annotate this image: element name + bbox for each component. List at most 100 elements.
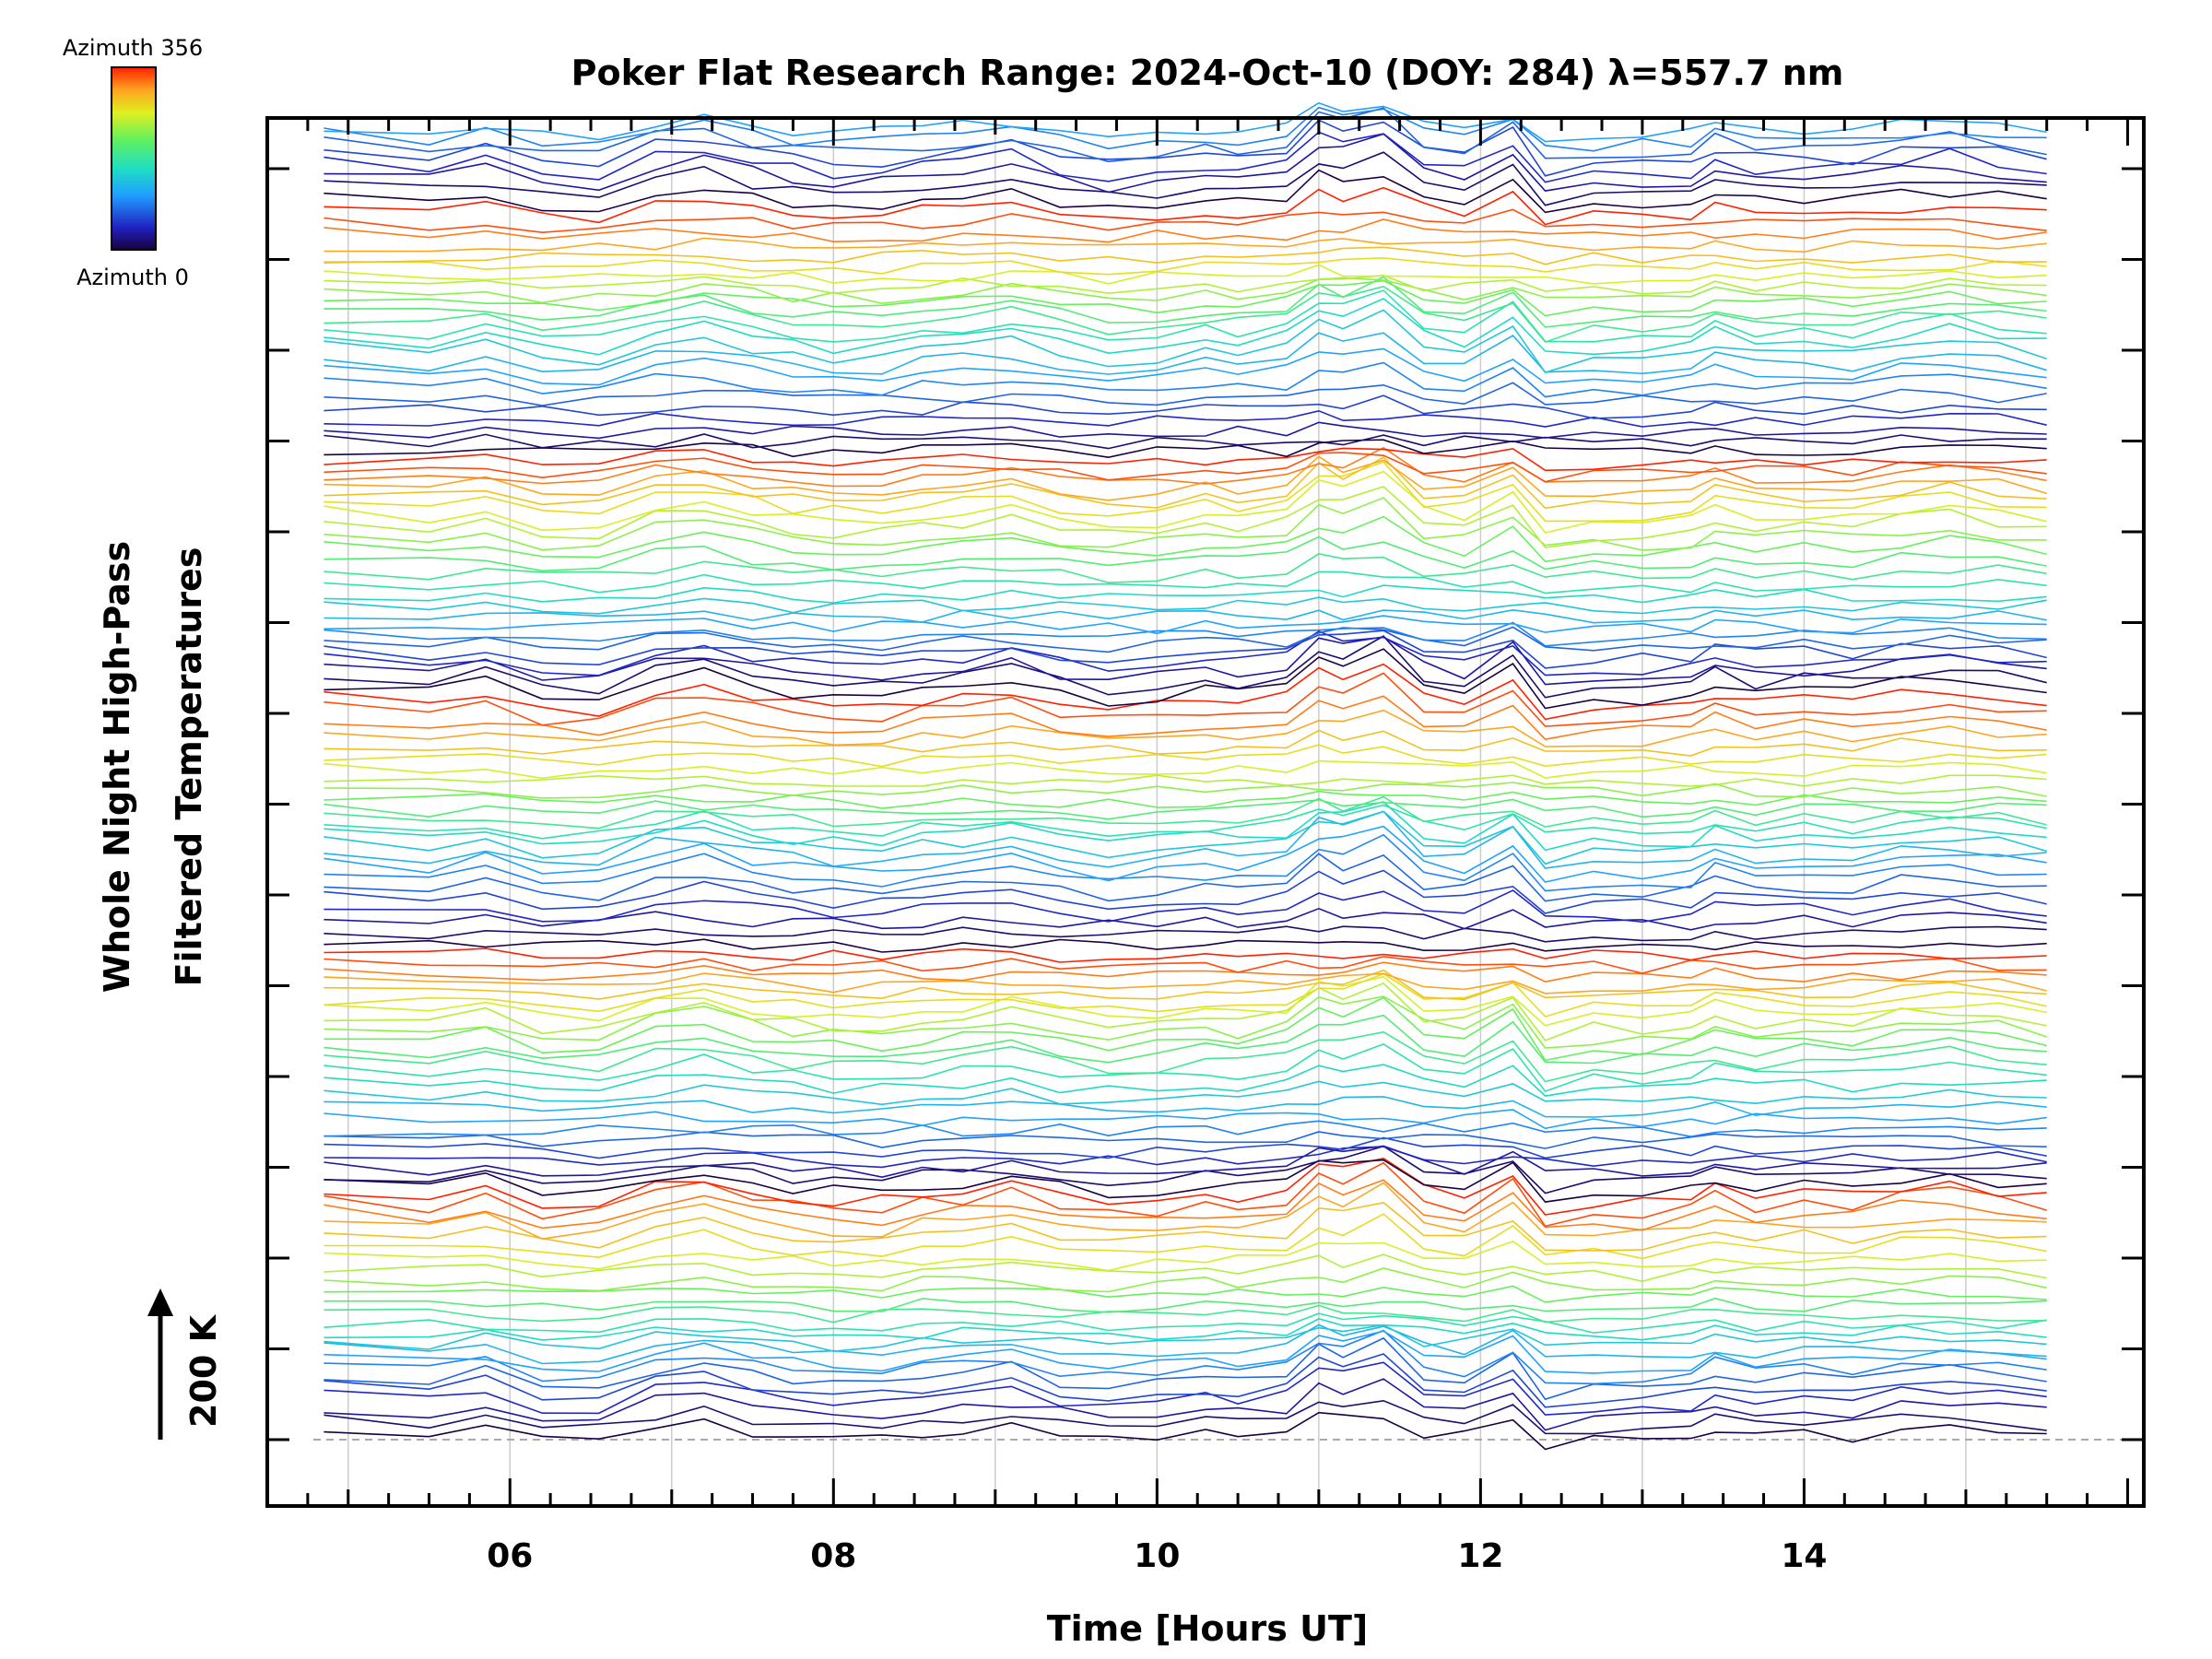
series-line <box>324 361 2047 398</box>
series-line <box>324 621 2047 647</box>
series-line <box>324 1182 2047 1241</box>
scale-label: 200 K <box>183 1313 224 1428</box>
series-line <box>324 969 2047 1001</box>
series-line <box>324 961 2047 983</box>
series-line <box>324 608 2047 624</box>
x-tick-label: 12 <box>1457 1537 1503 1575</box>
series-line <box>324 1312 2047 1334</box>
series-line <box>324 648 2047 710</box>
series-line <box>324 218 2047 243</box>
series-line <box>324 131 2047 183</box>
series-line <box>324 1324 2047 1365</box>
series-group <box>324 101 2047 1451</box>
series-line <box>324 461 2047 523</box>
chart-title: Poker Flat Research Range: 2024-Oct-10 (… <box>571 53 1844 93</box>
series-line <box>324 1329 2047 1385</box>
series-line <box>324 394 2047 419</box>
series-line <box>324 695 2047 741</box>
series-line <box>324 309 2047 374</box>
series-line <box>324 553 2047 583</box>
scale-arrow-head <box>147 1288 173 1316</box>
series-line <box>324 285 2047 344</box>
series-line <box>324 956 2047 974</box>
colorbar-legend: Azimuth 356 Azimuth 0 <box>63 35 203 290</box>
series-line <box>324 636 2047 686</box>
series-line <box>324 133 2047 194</box>
series-line <box>324 729 2047 757</box>
series-line <box>324 1378 2047 1431</box>
series-line <box>324 795 2047 830</box>
series-line <box>324 1161 2047 1228</box>
series-line <box>324 447 2047 472</box>
y-axis-label-line1: Whole Night High-Pass <box>97 541 137 993</box>
series-line <box>324 1131 2047 1149</box>
series-line <box>324 535 2047 572</box>
series-line <box>324 1030 2047 1083</box>
series-line <box>324 107 2047 163</box>
series-line <box>324 801 2047 852</box>
series-line <box>324 515 2047 563</box>
series-line <box>324 1297 2047 1313</box>
series-line <box>324 810 2047 869</box>
series-line <box>324 347 2047 386</box>
series-line <box>324 101 2047 143</box>
series-line <box>324 1304 2047 1324</box>
series-line <box>324 1267 2047 1293</box>
series-line <box>324 869 2047 914</box>
series-line <box>324 208 2047 234</box>
series-line <box>324 635 2047 699</box>
series-line <box>324 186 2047 226</box>
colorbar <box>111 66 157 251</box>
series-line <box>324 1145 2047 1194</box>
series-line <box>324 446 2047 488</box>
series-line <box>324 889 2047 924</box>
series-line <box>324 995 2047 1049</box>
series-line <box>324 975 2047 1027</box>
series-line <box>324 938 2047 953</box>
x-tick-label: 08 <box>810 1537 856 1575</box>
series-line <box>324 289 2047 343</box>
series-line <box>324 497 2047 551</box>
series-line <box>324 264 2047 285</box>
series-line <box>324 298 2047 356</box>
series-line <box>324 486 2047 548</box>
series-line <box>324 744 2047 768</box>
series-line <box>324 151 2047 206</box>
series-line <box>324 274 2047 295</box>
series-line <box>324 907 2047 931</box>
series-line <box>324 1324 2047 1353</box>
series-line <box>324 833 2047 892</box>
series-line <box>324 972 2047 1018</box>
series-line <box>324 119 2047 177</box>
series-line <box>324 672 2047 727</box>
series-line <box>324 1253 2047 1283</box>
x-tick-label: 06 <box>487 1537 533 1575</box>
series-line <box>324 1145 2047 1179</box>
series-line <box>324 1330 2047 1374</box>
series-line <box>324 332 2047 375</box>
series-line <box>324 409 2047 428</box>
series-line <box>324 470 2047 534</box>
series-line <box>324 1120 2047 1138</box>
series-line <box>324 571 2047 594</box>
series-line <box>324 810 2047 865</box>
series-line <box>324 774 2047 787</box>
series-line <box>324 663 2047 721</box>
series-line <box>324 279 2047 317</box>
series-line <box>324 257 2047 276</box>
series-line <box>324 1157 2047 1216</box>
series-line <box>324 853 2047 902</box>
series-line <box>324 1361 2047 1416</box>
series-line <box>324 972 2047 994</box>
series-line <box>324 1202 2047 1252</box>
series-line <box>324 1353 2047 1408</box>
series-line <box>324 798 2047 820</box>
series-line <box>324 1336 2047 1401</box>
series-line <box>324 825 2047 883</box>
series-line <box>324 947 2047 963</box>
x-tick-label: 14 <box>1781 1537 1827 1575</box>
series-line <box>324 1213 2047 1260</box>
series-line <box>324 382 2047 406</box>
x-axis-label: Time [Hours UT] <box>1047 1608 1369 1649</box>
series-line <box>324 1080 2047 1106</box>
